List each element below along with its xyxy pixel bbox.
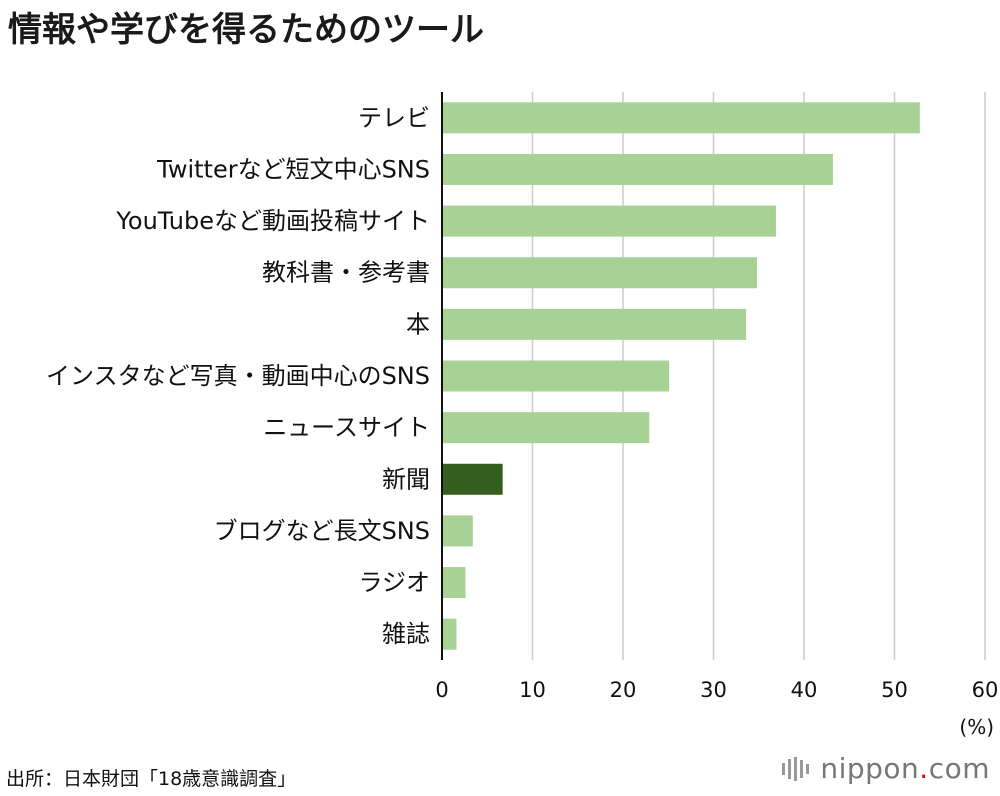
bar xyxy=(442,257,757,289)
brand-tld: com xyxy=(928,752,990,785)
unit-label: (%) xyxy=(959,715,994,739)
category-label: インスタなど写真・動画中心のSNS xyxy=(46,362,430,390)
bar xyxy=(442,360,670,392)
category-label: ニュースサイト xyxy=(263,414,430,442)
brand-mark-icon xyxy=(782,757,810,781)
x-tick-label: 40 xyxy=(791,678,818,702)
x-tick-label: 10 xyxy=(519,678,546,702)
category-label: 雑誌 xyxy=(382,620,430,648)
bar xyxy=(442,463,503,495)
x-tick-label: 0 xyxy=(435,678,448,702)
x-tick-label: 50 xyxy=(881,678,908,702)
category-labels: テレビ Twitterなど短文中心SNS YouTubeなど動画投稿サイト教科書・参… xyxy=(46,104,430,648)
bar-chart: テレビ Twitterなど短文中心SNS YouTubeなど動画投稿サイト教科書・参… xyxy=(46,92,998,739)
bar xyxy=(442,412,650,444)
bar xyxy=(442,618,457,650)
bar xyxy=(442,567,466,599)
x-tick-label: 20 xyxy=(610,678,637,702)
category-label: 教科書・参考書 xyxy=(262,259,430,287)
bars xyxy=(442,102,920,650)
bar xyxy=(442,153,833,185)
category-label: テレビ xyxy=(358,104,430,132)
category-label: 新聞 xyxy=(382,465,430,493)
brand-dot: . xyxy=(919,752,929,785)
bar xyxy=(442,308,747,340)
category-label: 本 xyxy=(406,310,430,338)
category-label: ラジオ xyxy=(358,569,430,597)
bar xyxy=(442,205,776,237)
category-label: Twitterなど短文中心SNS xyxy=(156,155,430,183)
x-tick-label: 60 xyxy=(972,678,999,702)
bar xyxy=(442,515,473,547)
category-label: ブログなど長文SNS xyxy=(214,517,430,545)
tick-labels: 0 10 20 30 40 50 60 xyxy=(435,678,998,702)
bar xyxy=(442,102,920,134)
category-label: YouTubeなど動画投稿サイト xyxy=(115,207,430,235)
chart-title: 情報や学びを得るためのツール xyxy=(8,10,484,50)
brand-logo: nippon.com xyxy=(782,752,990,785)
source-note: 出所：日本財団「18歳意識調査」 xyxy=(6,768,297,790)
x-tick-label: 30 xyxy=(700,678,727,702)
brand-name: nippon xyxy=(820,752,920,785)
